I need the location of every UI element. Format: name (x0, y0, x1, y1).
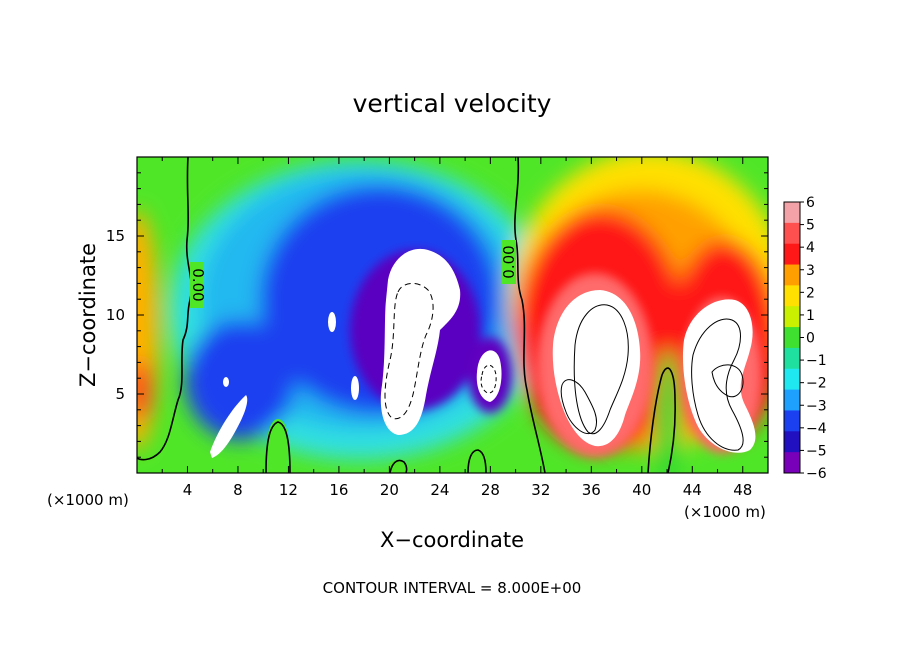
y-axis-ticks: 5 10 15 (106, 172, 768, 458)
colorbar-tick-label: −5 (806, 443, 827, 459)
colorbar-swatch (784, 389, 800, 411)
contour-label-bg-left (190, 262, 204, 308)
field-left-red (137, 360, 152, 420)
negative-contour-A (384, 283, 434, 420)
zero-contour-mid (514, 157, 546, 473)
colorbar-tick-label: 4 (806, 240, 815, 256)
downdraft-streak-2 (328, 312, 336, 332)
colorbar-tick-label: −6 (806, 466, 827, 482)
field-green-gap (654, 350, 682, 473)
colorbar-tick-label: −1 (806, 353, 827, 369)
downdraft-streak-1 (210, 395, 248, 458)
ground-bump-1 (267, 419, 289, 471)
colorbar-tick-label: 3 (806, 263, 815, 279)
positive-contour-A (573, 304, 629, 435)
y-tick-label: 10 (106, 306, 125, 324)
colorbar-swatch (784, 410, 800, 432)
x-tick-label: 48 (733, 481, 752, 499)
y-tick-label: 5 (115, 385, 125, 403)
ground-bump-4 (215, 457, 225, 473)
x-tick-label: 16 (329, 481, 348, 499)
x-tick-label: 44 (683, 481, 702, 499)
colorbar-swatch (784, 368, 800, 391)
y-tick-label: 15 (106, 227, 125, 245)
contour-label-left: 0.00 (189, 268, 207, 301)
colorbar-tick-label: 5 (806, 218, 815, 234)
y-axis-label: Z−coordinate (76, 243, 100, 387)
colorbar-tick-label: 0 (806, 331, 815, 347)
x-tick-label: 28 (481, 481, 500, 499)
colorbar-tick-label: −4 (806, 421, 827, 437)
ground-bump-3 (470, 452, 484, 472)
zero-contour-right (647, 367, 676, 473)
colorbar-tick-label: 1 (806, 308, 815, 324)
x-tick-label: 40 (632, 481, 651, 499)
zero-contour-bump-2 (467, 449, 487, 473)
downdraft-streak-4 (223, 377, 229, 387)
positive-contour-A2 (560, 379, 598, 435)
x-unit-left: (×1000 m) (47, 491, 129, 509)
downdraft-core-B (476, 350, 502, 402)
colorbar-swatch (784, 452, 800, 474)
x-tick-label: 36 (582, 481, 601, 499)
colorbar-swatch (784, 202, 800, 224)
positive-contour-B (691, 318, 744, 451)
chart-title: vertical velocity (353, 89, 552, 118)
colorbar-swatch (784, 243, 800, 266)
zero-contour-bump-3 (389, 459, 408, 473)
contour-label-bg-mid (502, 240, 516, 284)
updraft-core-A (552, 290, 641, 447)
downdraft-core-A (380, 248, 461, 435)
colorbar-swatch (784, 327, 800, 349)
colorbar: 6 5 4 3 2 1 0 −1 −2 −3 −4 −5 −6 (783, 195, 827, 482)
positive-contour-B2 (711, 364, 744, 398)
x-tick-label: 24 (430, 481, 449, 499)
zero-contour-bump-1 (265, 421, 291, 473)
zero-contour-left (137, 157, 193, 461)
contour-label-mid: 0.00 (500, 245, 518, 278)
heatmap-field (137, 157, 768, 473)
field-blue-lower-left (185, 320, 295, 440)
x-tick-label: 4 (183, 481, 193, 499)
colorbar-swatch (784, 347, 800, 370)
x-axis-ticks: 4 8 12 16 20 24 28 32 36 40 44 48 (161, 157, 752, 499)
colorbar-swatch (784, 431, 800, 453)
colorbar-swatch (784, 285, 800, 307)
x-unit-right: (×1000 m) (684, 503, 766, 521)
x-axis-label: X−coordinate (380, 528, 524, 552)
x-tick-label: 8 (233, 481, 243, 499)
colorbar-swatch (784, 222, 800, 245)
contour-interval-note: CONTOUR INTERVAL = 8.000E+00 (323, 579, 582, 597)
x-tick-label: 12 (279, 481, 298, 499)
updraft-core-B (682, 299, 756, 453)
colorbar-tick-label: 6 (806, 195, 815, 211)
colorbar-tick-label: −2 (806, 376, 827, 392)
negative-contour-B (480, 364, 497, 394)
colorbar-tick-label: −3 (806, 398, 827, 414)
colorbar-swatch (784, 264, 800, 286)
contour-lines (137, 157, 744, 473)
colorbar-tick-label: 2 (806, 285, 815, 301)
downdraft-streak-3 (351, 376, 359, 400)
colorbar-swatch (784, 306, 800, 328)
contour-labels: 0.00 0.00 (189, 240, 518, 308)
x-tick-label: 32 (531, 481, 550, 499)
x-tick-label: 20 (380, 481, 399, 499)
